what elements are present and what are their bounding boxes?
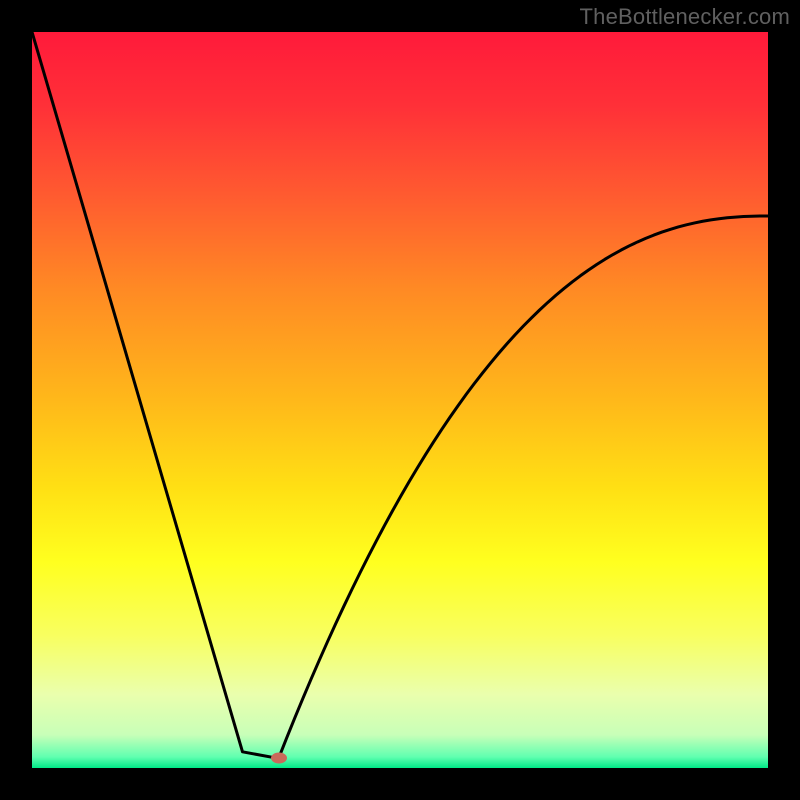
plot-area — [32, 32, 768, 768]
valley-marker — [271, 753, 287, 764]
bottleneck-curve — [32, 32, 768, 758]
curve-svg — [32, 32, 768, 768]
chart-stage: TheBottlenecker.com — [0, 0, 800, 800]
watermark-text: TheBottlenecker.com — [580, 4, 790, 30]
